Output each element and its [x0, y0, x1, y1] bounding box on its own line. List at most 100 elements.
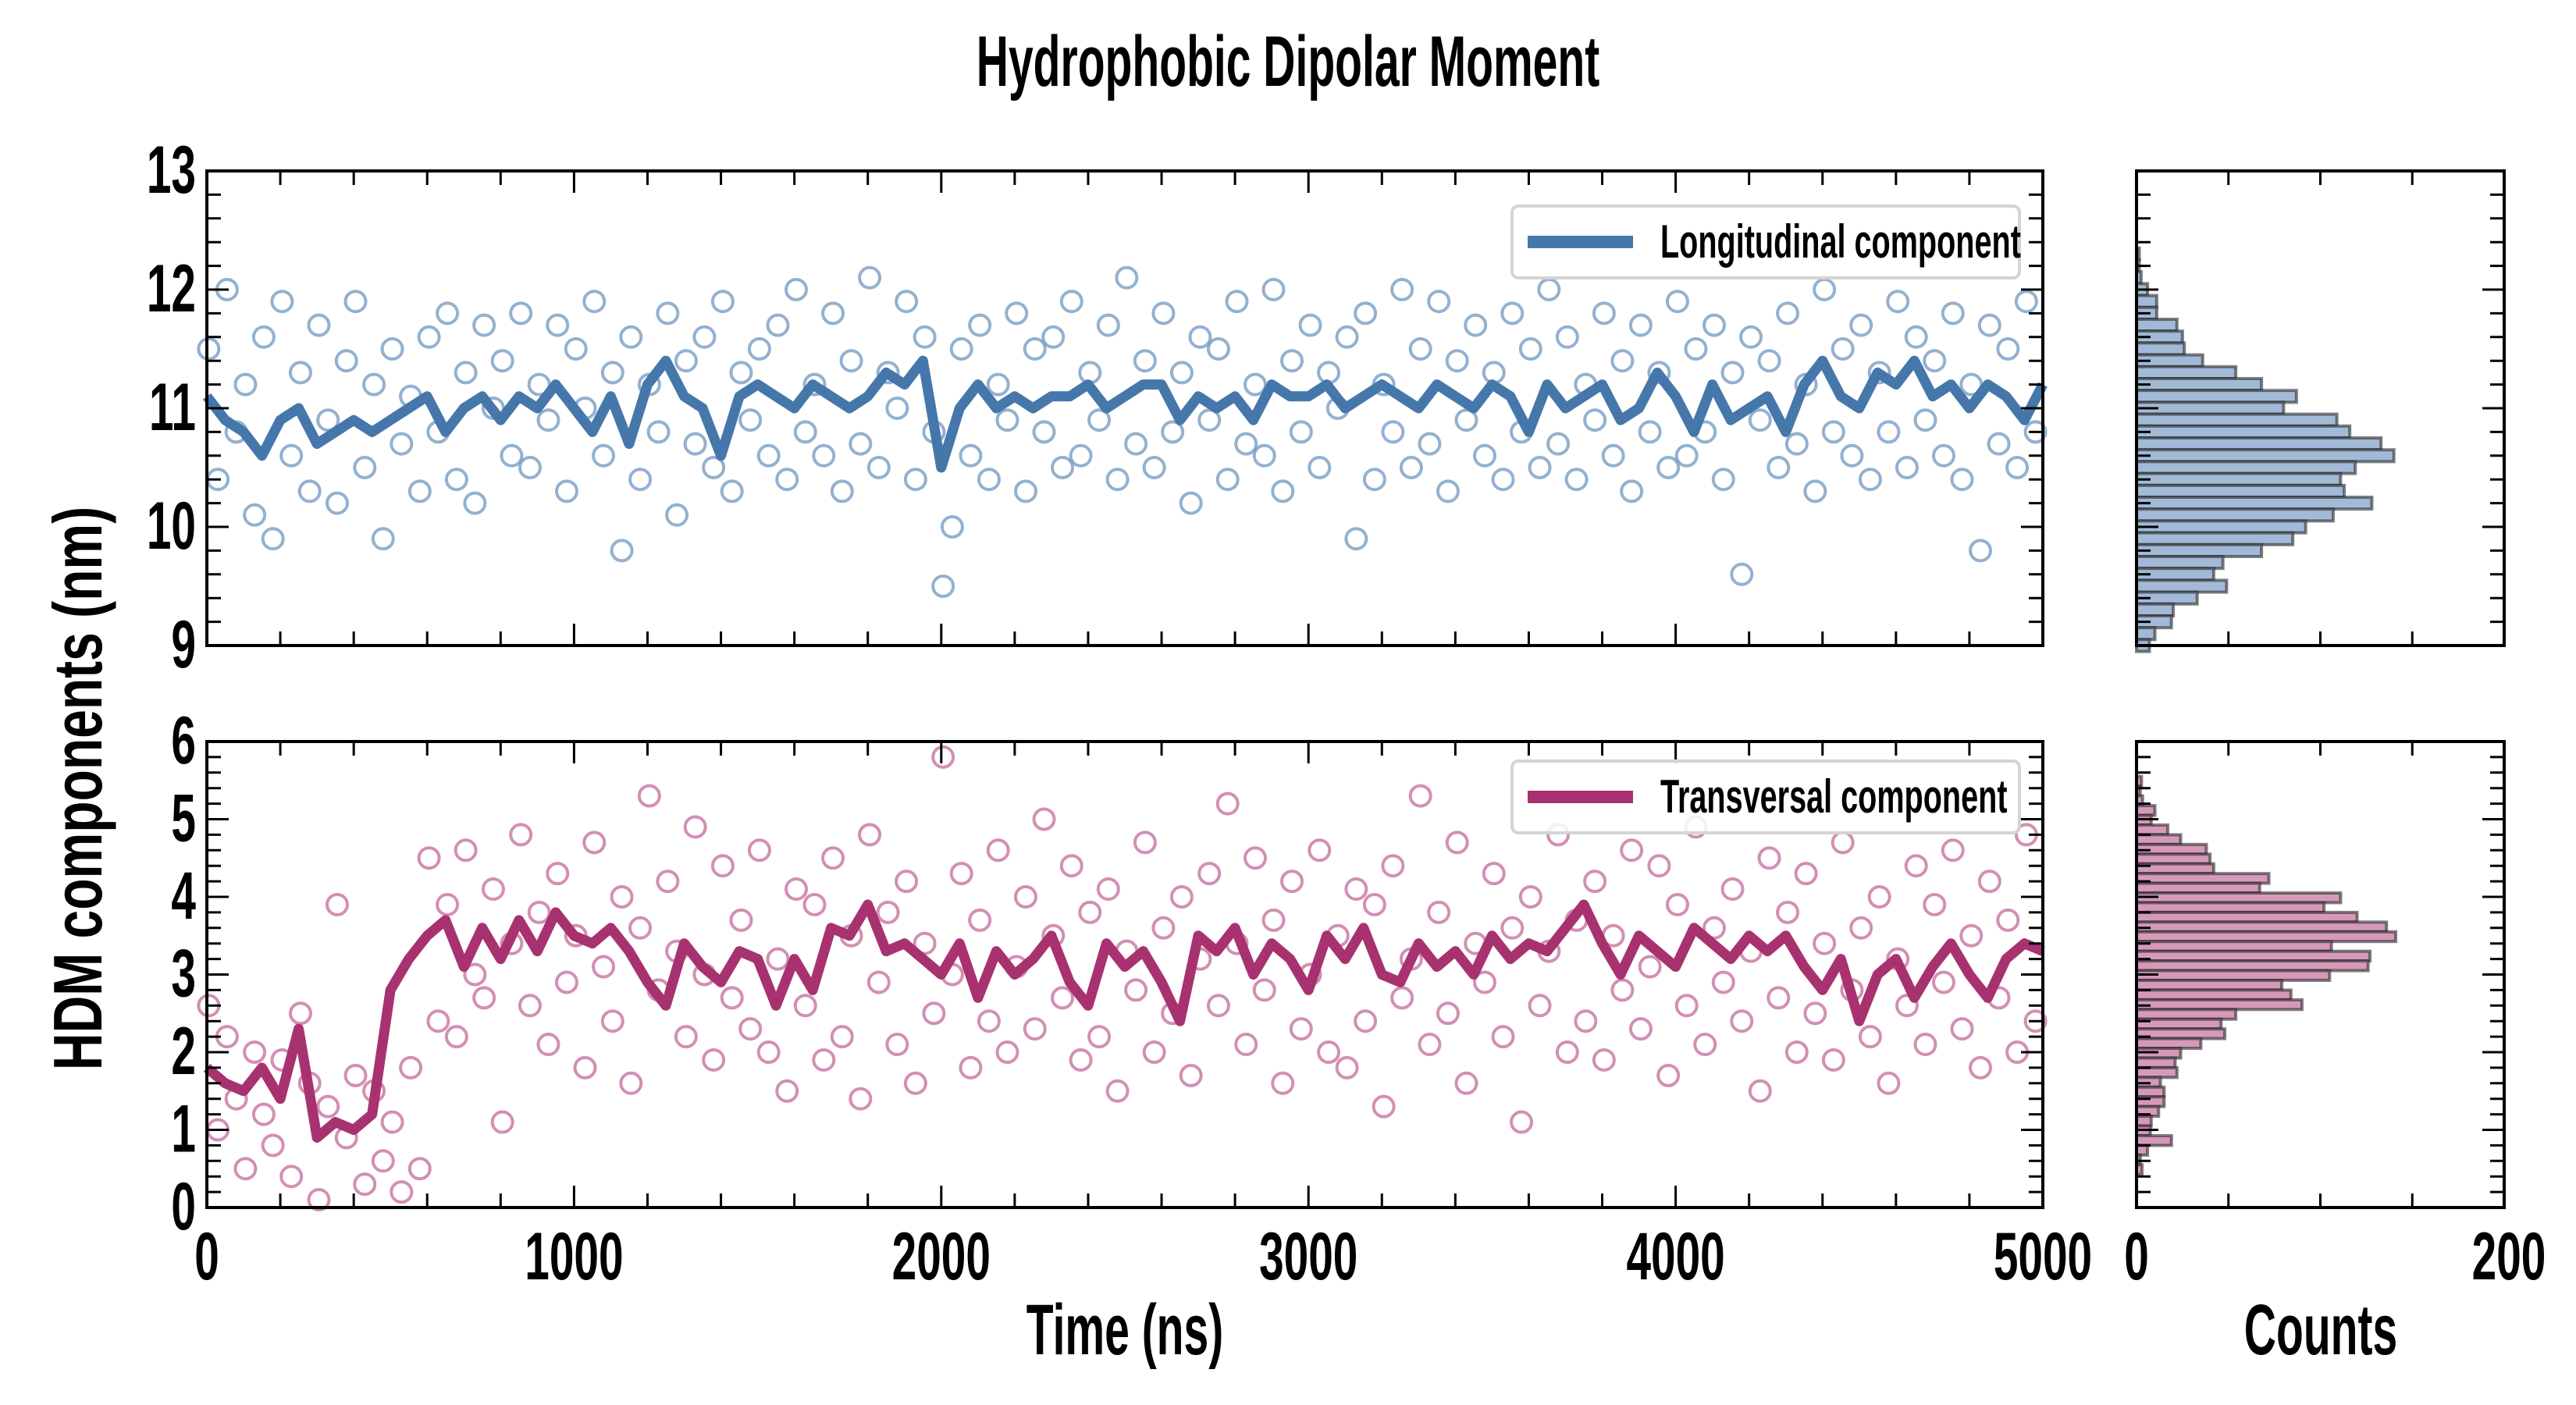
x-tick-label: 0: [194, 1219, 219, 1294]
scatter-point: [674, 349, 698, 373]
scatter-point: [2014, 290, 2038, 314]
scatter-point: [251, 1102, 276, 1126]
histogram-bar: [2135, 389, 2298, 404]
scatter-point: [1702, 916, 1726, 940]
scatter-point: [1693, 1033, 1717, 1057]
scatter-point: [2005, 456, 2030, 479]
scatter-point: [233, 372, 258, 397]
scatter-point: [1051, 456, 1075, 479]
x-tick-label-group: 1000: [525, 1219, 623, 1294]
scatter-point: [665, 503, 689, 527]
scatter-point: [849, 1087, 873, 1111]
scatter-point: [1151, 916, 1176, 940]
scatter-point: [1601, 443, 1625, 468]
scatter-point: [903, 1071, 927, 1095]
scatter-point: [1115, 265, 1139, 290]
scatter-point: [702, 456, 726, 479]
scatter-point: [702, 1048, 726, 1072]
scatter-point: [288, 361, 312, 385]
scatter-point: [1831, 337, 1855, 361]
y-tick-label-group: 0: [171, 1169, 196, 1244]
y-tick-label-group: 3: [171, 937, 196, 1012]
scatter-point: [1344, 877, 1368, 902]
scatter-point: [1500, 916, 1525, 940]
scatter-point: [747, 838, 771, 863]
scatter-point: [1032, 420, 1056, 444]
scatter-point: [1555, 1040, 1579, 1064]
histogram-bar: [2135, 436, 2383, 452]
scatter-point: [592, 955, 616, 979]
scatter-point: [472, 313, 496, 337]
legend-label: Transversal component: [1660, 770, 2008, 823]
y-tick-label: 13: [147, 133, 196, 208]
scatter-point: [1078, 361, 1102, 385]
scatter-point: [610, 539, 634, 563]
scatter-point: [793, 994, 817, 1018]
scatter-point: [628, 468, 653, 492]
scatter-point: [500, 443, 524, 468]
scatter-point: [1023, 1017, 1047, 1041]
scatter-point: [1665, 892, 1689, 916]
x-tick-label-group: 0: [194, 1219, 219, 1294]
scatter-point: [1950, 468, 1974, 492]
scatter-point: [866, 456, 891, 479]
scatter-point: [436, 892, 460, 916]
scatter-point: [1987, 432, 2011, 456]
y-tick-label-group: 6: [171, 703, 196, 778]
scatter-point: [1656, 1063, 1681, 1087]
scatter-point: [885, 397, 909, 420]
scatter-point: [802, 372, 827, 397]
scatter-point: [802, 892, 827, 916]
scatter-point: [1923, 349, 1947, 373]
scatter-point: [775, 468, 799, 492]
scatter-point: [297, 479, 322, 503]
scatter-point: [371, 527, 395, 551]
scatter-point: [1638, 420, 1662, 444]
scatter-point: [839, 349, 863, 373]
scatter-point: [1546, 432, 1571, 456]
scatter-point: [812, 443, 836, 468]
scatter-point: [251, 325, 276, 349]
scatter-point: [821, 301, 845, 325]
scatter-point: [1215, 791, 1240, 816]
scatter-point: [380, 1110, 404, 1134]
scatter-point: [472, 986, 496, 1010]
scatter-point: [784, 877, 808, 902]
histogram-bar: [2135, 602, 2176, 617]
scatter-point: [1739, 325, 1763, 349]
scatter-point: [1620, 479, 1644, 503]
scatter-point: [1335, 1055, 1359, 1080]
scatter-point: [1767, 456, 1791, 479]
scatter-point: [1574, 1009, 1598, 1033]
scatter-point: [1757, 846, 1781, 870]
scatter-point: [1950, 1017, 1974, 1041]
scatter-point: [959, 1055, 983, 1080]
scatter-point: [766, 947, 790, 971]
scatter-point: [518, 994, 542, 1018]
scatter-point: [1730, 1009, 1754, 1033]
scatter-point: [1436, 479, 1460, 503]
scatter-point: [858, 823, 882, 847]
scatter-point: [1317, 1040, 1341, 1064]
scatter-point: [454, 361, 478, 385]
scatter-point: [1308, 456, 1332, 479]
scatter-point: [417, 846, 441, 870]
scatter-point: [582, 831, 607, 855]
y-tick-label-group: 4: [171, 859, 196, 934]
scatter-point: [995, 1040, 1019, 1064]
longitudinal-panel: 9 10 11 12 13 Longitudinal component: [147, 133, 2048, 682]
scatter-point: [1454, 1071, 1478, 1095]
histogram-bar: [2135, 400, 2286, 416]
scatter-point: [592, 443, 616, 468]
scatter-point: [1821, 420, 1845, 444]
scatter-point: [490, 349, 514, 373]
scatter-point: [1418, 1033, 1442, 1057]
scatter-point: [830, 1025, 854, 1049]
scatter-point: [674, 1025, 698, 1049]
scatter-point: [1482, 862, 1506, 886]
scatter-point: [986, 372, 1010, 397]
histogram-bar: [2135, 483, 2347, 499]
scatter-point: [876, 361, 900, 385]
scatter-point: [1767, 986, 1791, 1010]
y-tick-label-group: 5: [171, 781, 196, 856]
